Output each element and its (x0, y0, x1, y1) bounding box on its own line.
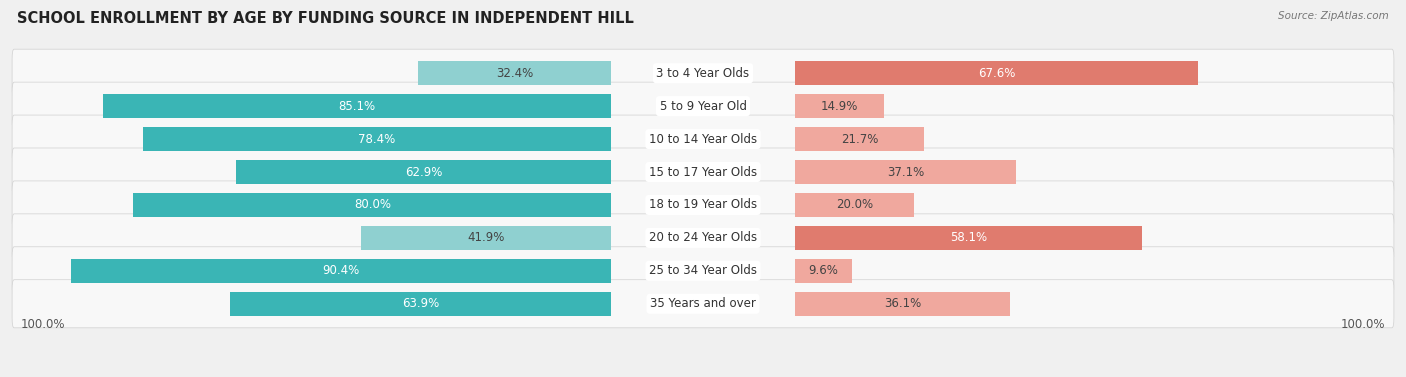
Text: 62.9%: 62.9% (405, 166, 441, 179)
Text: 10 to 14 Year Olds: 10 to 14 Year Olds (650, 133, 756, 146)
Text: 100.0%: 100.0% (21, 318, 65, 331)
Text: 58.1%: 58.1% (949, 231, 987, 244)
Bar (229, 292, 612, 316)
Text: 20.0%: 20.0% (837, 198, 873, 211)
Text: 18 to 19 Year Olds: 18 to 19 Year Olds (650, 198, 756, 211)
FancyBboxPatch shape (13, 181, 1393, 229)
Text: 37.1%: 37.1% (887, 166, 924, 179)
Bar (794, 292, 1011, 316)
Text: 90.4%: 90.4% (322, 264, 360, 277)
Text: SCHOOL ENROLLMENT BY AGE BY FUNDING SOURCE IN INDEPENDENT HILL: SCHOOL ENROLLMENT BY AGE BY FUNDING SOUR… (17, 11, 634, 26)
Text: 36.1%: 36.1% (884, 297, 921, 310)
Bar (361, 226, 612, 250)
Bar (418, 61, 612, 85)
FancyBboxPatch shape (13, 49, 1393, 97)
Text: 85.1%: 85.1% (339, 100, 375, 113)
Bar (794, 226, 1142, 250)
Text: 78.4%: 78.4% (359, 133, 395, 146)
FancyBboxPatch shape (13, 280, 1393, 328)
Text: 21.7%: 21.7% (841, 133, 879, 146)
Text: 100.0%: 100.0% (1341, 318, 1385, 331)
Bar (794, 61, 1198, 85)
Bar (794, 259, 852, 283)
FancyBboxPatch shape (13, 247, 1393, 295)
Text: 80.0%: 80.0% (354, 198, 391, 211)
Text: 14.9%: 14.9% (821, 100, 858, 113)
Text: 15 to 17 Year Olds: 15 to 17 Year Olds (650, 166, 756, 179)
FancyBboxPatch shape (13, 148, 1393, 196)
Text: 3 to 4 Year Olds: 3 to 4 Year Olds (657, 67, 749, 80)
Text: 5 to 9 Year Old: 5 to 9 Year Old (659, 100, 747, 113)
Text: 35 Years and over: 35 Years and over (650, 297, 756, 310)
Bar (143, 127, 612, 151)
Bar (794, 127, 924, 151)
Text: 41.9%: 41.9% (467, 231, 505, 244)
Text: 67.6%: 67.6% (979, 67, 1015, 80)
Bar (794, 94, 884, 118)
Bar (236, 160, 612, 184)
Text: Source: ZipAtlas.com: Source: ZipAtlas.com (1278, 11, 1389, 21)
Bar (103, 94, 612, 118)
Text: 63.9%: 63.9% (402, 297, 439, 310)
FancyBboxPatch shape (13, 115, 1393, 163)
Bar (134, 193, 612, 217)
FancyBboxPatch shape (13, 214, 1393, 262)
Text: 9.6%: 9.6% (808, 264, 838, 277)
Bar (72, 259, 612, 283)
FancyBboxPatch shape (13, 82, 1393, 130)
Bar (794, 193, 914, 217)
Text: 25 to 34 Year Olds: 25 to 34 Year Olds (650, 264, 756, 277)
Text: 20 to 24 Year Olds: 20 to 24 Year Olds (650, 231, 756, 244)
Text: 32.4%: 32.4% (496, 67, 533, 80)
Bar (794, 160, 1017, 184)
